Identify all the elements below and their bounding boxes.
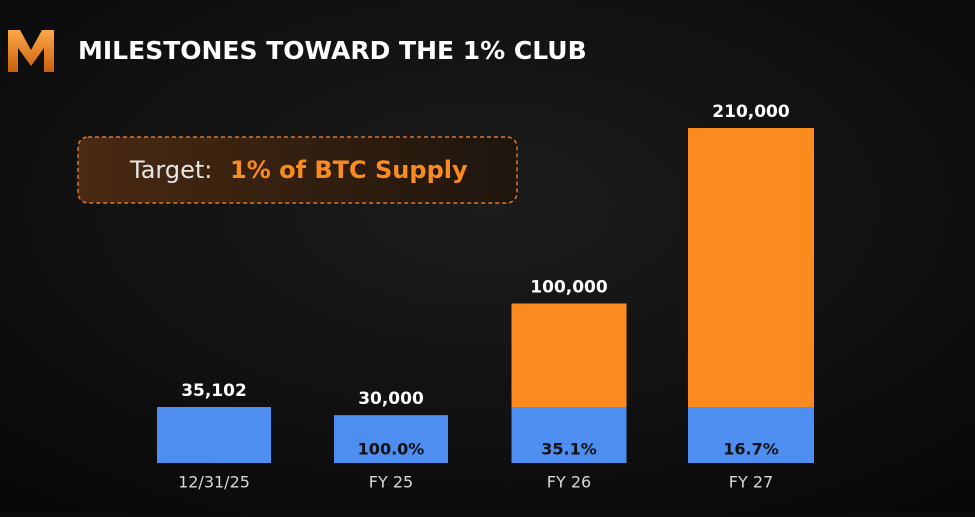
x-tick-label: 12/31/25 [178,473,250,492]
bar-segment [157,407,271,463]
target-prefix: Target: [129,156,212,184]
x-tick-label: FY 25 [369,473,413,492]
share-label: 35.1% [541,440,597,459]
total-label: 100,000 [530,277,608,297]
x-tick-label: FY 26 [547,473,591,492]
bar-segment [511,407,627,463]
total-label: 210,000 [712,102,790,122]
bar-segment [688,128,814,408]
x-tick-label: FY 27 [729,473,773,492]
logo [8,30,54,72]
share-label: 16.7% [723,440,779,459]
bar-segment [511,303,627,408]
share-label: 100.0% [358,440,425,459]
bar-segment [334,415,448,463]
total-label: 30,000 [358,389,424,409]
target-box [77,136,518,204]
target-highlight: 1% of BTC Supply [230,156,468,184]
bar-segment [688,407,814,463]
chart-title: MILESTONES TOWARD THE 1% CLUB [78,36,587,65]
total-label: 35,102 [181,381,247,401]
